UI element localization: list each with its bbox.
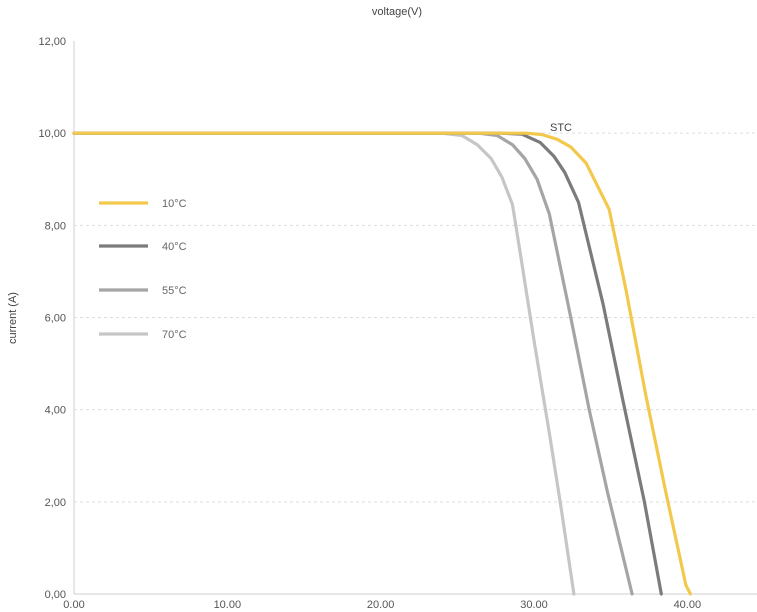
x-tick-label: 20.00 [367,599,395,611]
x-tick-label: 40.00 [674,599,702,611]
y-tick-label: 8,00 [45,220,66,232]
series-line [72,131,576,596]
y-tick-labels: 0,00 2,00 4,00 6,00 8,00 10,00 12,00 [38,36,66,601]
legend-label: 10°C [162,198,187,210]
legend-label: 70°C [162,329,187,341]
x-tick-label: 30.00 [520,599,548,611]
legend-label: 55°C [162,285,187,297]
x-tick-labels: 0.00 10.00 20.00 30.00 40.00 [63,599,701,611]
series-line [72,131,634,596]
y-tick-label: 4,00 [45,405,66,417]
y-tick-label: 10,00 [38,128,66,140]
legend-label: 40°C [162,241,187,253]
x-tick-label: 10.00 [214,599,242,611]
y-tick-label: 2,00 [45,497,66,509]
legend: 10°C 40°C 55°C 70°C [99,198,187,341]
x-tick-label: 0.00 [63,599,84,611]
series-line [72,131,693,596]
gridlines [74,132,757,503]
y-axis-label: current (A) [7,292,19,344]
y-tick-label: 0,00 [45,589,66,601]
y-tick-label: 12,00 [38,36,66,48]
series-lines [72,131,693,596]
y-tick-label: 6,00 [45,313,66,325]
stc-annotation: STC [550,122,572,134]
chart-title: voltage(V) [372,6,422,18]
